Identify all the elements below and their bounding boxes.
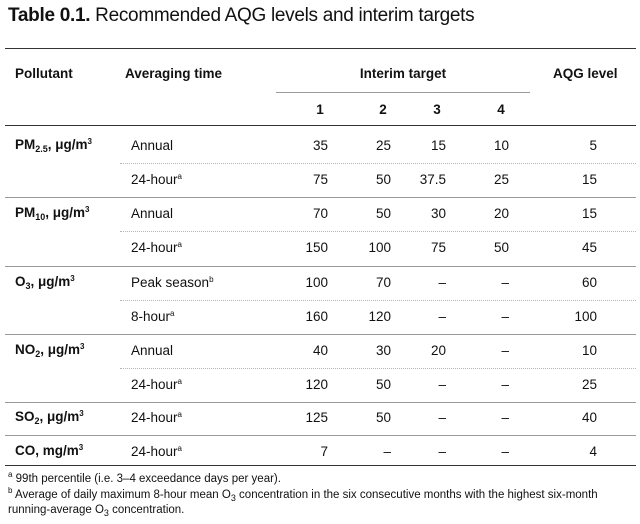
- averaging-time: 24-houra: [131, 172, 182, 187]
- interim-target-3-value: –: [438, 275, 446, 290]
- row-separator: [120, 163, 636, 164]
- header-target-4: 4: [497, 102, 505, 117]
- aqg-level-value: 40: [581, 410, 597, 425]
- top-rule: [5, 48, 636, 49]
- averaging-time: 24-houra: [131, 410, 182, 425]
- interim-target-4-value: 25: [493, 172, 509, 187]
- footnote-b-continued: running-average O3 concentration.: [8, 504, 185, 518]
- interim-target-4-value: –: [501, 275, 509, 290]
- header-averaging-time: Averaging time: [125, 66, 223, 81]
- interim-target-4-value: –: [501, 343, 509, 358]
- aqg-level-value: 4: [589, 444, 597, 459]
- pollutant-label: CO, mg/m3: [15, 443, 84, 458]
- aqg-level-value: 15: [581, 206, 597, 221]
- averaging-time: Annual: [131, 206, 174, 221]
- row-separator: [120, 300, 636, 301]
- aqg-level-value: 10: [581, 343, 597, 358]
- interim-target-1-value: 150: [305, 240, 328, 255]
- interim-target-2-value: –: [383, 444, 391, 459]
- interim-target-4-value: –: [501, 444, 509, 459]
- interim-target-3-value: 15: [430, 138, 446, 153]
- averaging-time: 24-houra: [131, 377, 182, 392]
- interim-target-3-value: –: [438, 444, 446, 459]
- averaging-time: Annual: [131, 343, 174, 358]
- pollutant-label: NO2, μg/m3: [15, 342, 85, 359]
- interim-target-3-value: 20: [430, 343, 446, 358]
- pollutant-label: PM10, μg/m3: [15, 205, 90, 222]
- interim-target-4-value: 20: [493, 206, 509, 221]
- interim-target-1-value: 75: [312, 172, 328, 187]
- interim-target-4-value: –: [501, 377, 509, 392]
- interim-target-4-value: 10: [493, 138, 509, 153]
- group-rule: [5, 334, 636, 335]
- group-rule: [5, 266, 636, 267]
- header-target-2: 2: [379, 102, 387, 117]
- interim-target-1-value: 120: [305, 377, 328, 392]
- aqg-level-value: 60: [581, 275, 597, 290]
- footnote-a: a 99th percentile (i.e. 3–4 exceedance d…: [8, 470, 281, 485]
- averaging-time: 8-houra: [131, 309, 175, 324]
- interim-target-4-value: 50: [493, 240, 509, 255]
- header-interim-target: Interim target: [359, 66, 447, 81]
- interim-target-3-value: 30: [430, 206, 446, 221]
- interim-target-2-value: 50: [375, 172, 391, 187]
- interim-target-2-value: 50: [375, 410, 391, 425]
- header-target-1: 1: [316, 102, 324, 117]
- interim-target-1-value: 125: [305, 410, 328, 425]
- pollutant-label: PM2.5, μg/m3: [15, 137, 92, 154]
- interim-target-2-value: 30: [375, 343, 391, 358]
- interim-target-3-value: 37.5: [419, 172, 446, 187]
- interim-target-1-value: 7: [320, 444, 328, 459]
- group-rule: [5, 435, 636, 436]
- interim-target-2-value: 50: [375, 377, 391, 392]
- header-target-3: 3: [433, 102, 441, 117]
- aqg-level-value: 45: [581, 240, 597, 255]
- aqg-level-value: 5: [589, 138, 597, 153]
- averaging-time: 24-houra: [131, 240, 182, 255]
- interim-target-3-value: –: [438, 309, 446, 324]
- interim-target-2-value: 100: [368, 240, 391, 255]
- interim-target-2-value: 25: [375, 138, 391, 153]
- interim-target-3-value: 75: [430, 240, 446, 255]
- aqg-level-value: 15: [581, 172, 597, 187]
- row-separator: [120, 231, 636, 232]
- averaging-time: 24-houra: [131, 444, 182, 459]
- group-rule: [5, 197, 636, 198]
- footnote-b: b Average of daily maximum 8-hour mean O…: [8, 486, 598, 503]
- table-title: Table 0.1. Recommended AQG levels and in…: [8, 5, 475, 26]
- pollutant-label: SO2, μg/m3: [15, 409, 84, 426]
- interim-target-4-value: –: [501, 309, 509, 324]
- aqg-level-value: 100: [574, 309, 597, 324]
- pollutant-label: O3, μg/m3: [15, 274, 75, 291]
- interim-target-2-value: 120: [368, 309, 391, 324]
- header-bottom-rule: [5, 125, 636, 126]
- header-pollutant: Pollutant: [15, 66, 73, 81]
- interim-target-3-value: –: [438, 377, 446, 392]
- interim-target-1-value: 160: [305, 309, 328, 324]
- interim-target-2-value: 50: [375, 206, 391, 221]
- interim-target-1-value: 100: [305, 275, 328, 290]
- header-aqg-level: AQG level: [553, 66, 618, 81]
- interim-target-1-value: 40: [312, 343, 328, 358]
- row-separator: [120, 368, 636, 369]
- interim-target-2-value: 70: [375, 275, 391, 290]
- averaging-time: Peak seasonb: [131, 275, 214, 290]
- interim-target-3-value: –: [438, 410, 446, 425]
- interim-subheader-rule: [276, 92, 530, 93]
- aqg-level-value: 25: [581, 377, 597, 392]
- interim-target-1-value: 70: [312, 206, 328, 221]
- group-rule: [5, 402, 636, 403]
- interim-target-4-value: –: [501, 410, 509, 425]
- table-bottom-rule: [5, 465, 636, 466]
- interim-target-1-value: 35: [312, 138, 328, 153]
- averaging-time: Annual: [131, 138, 174, 153]
